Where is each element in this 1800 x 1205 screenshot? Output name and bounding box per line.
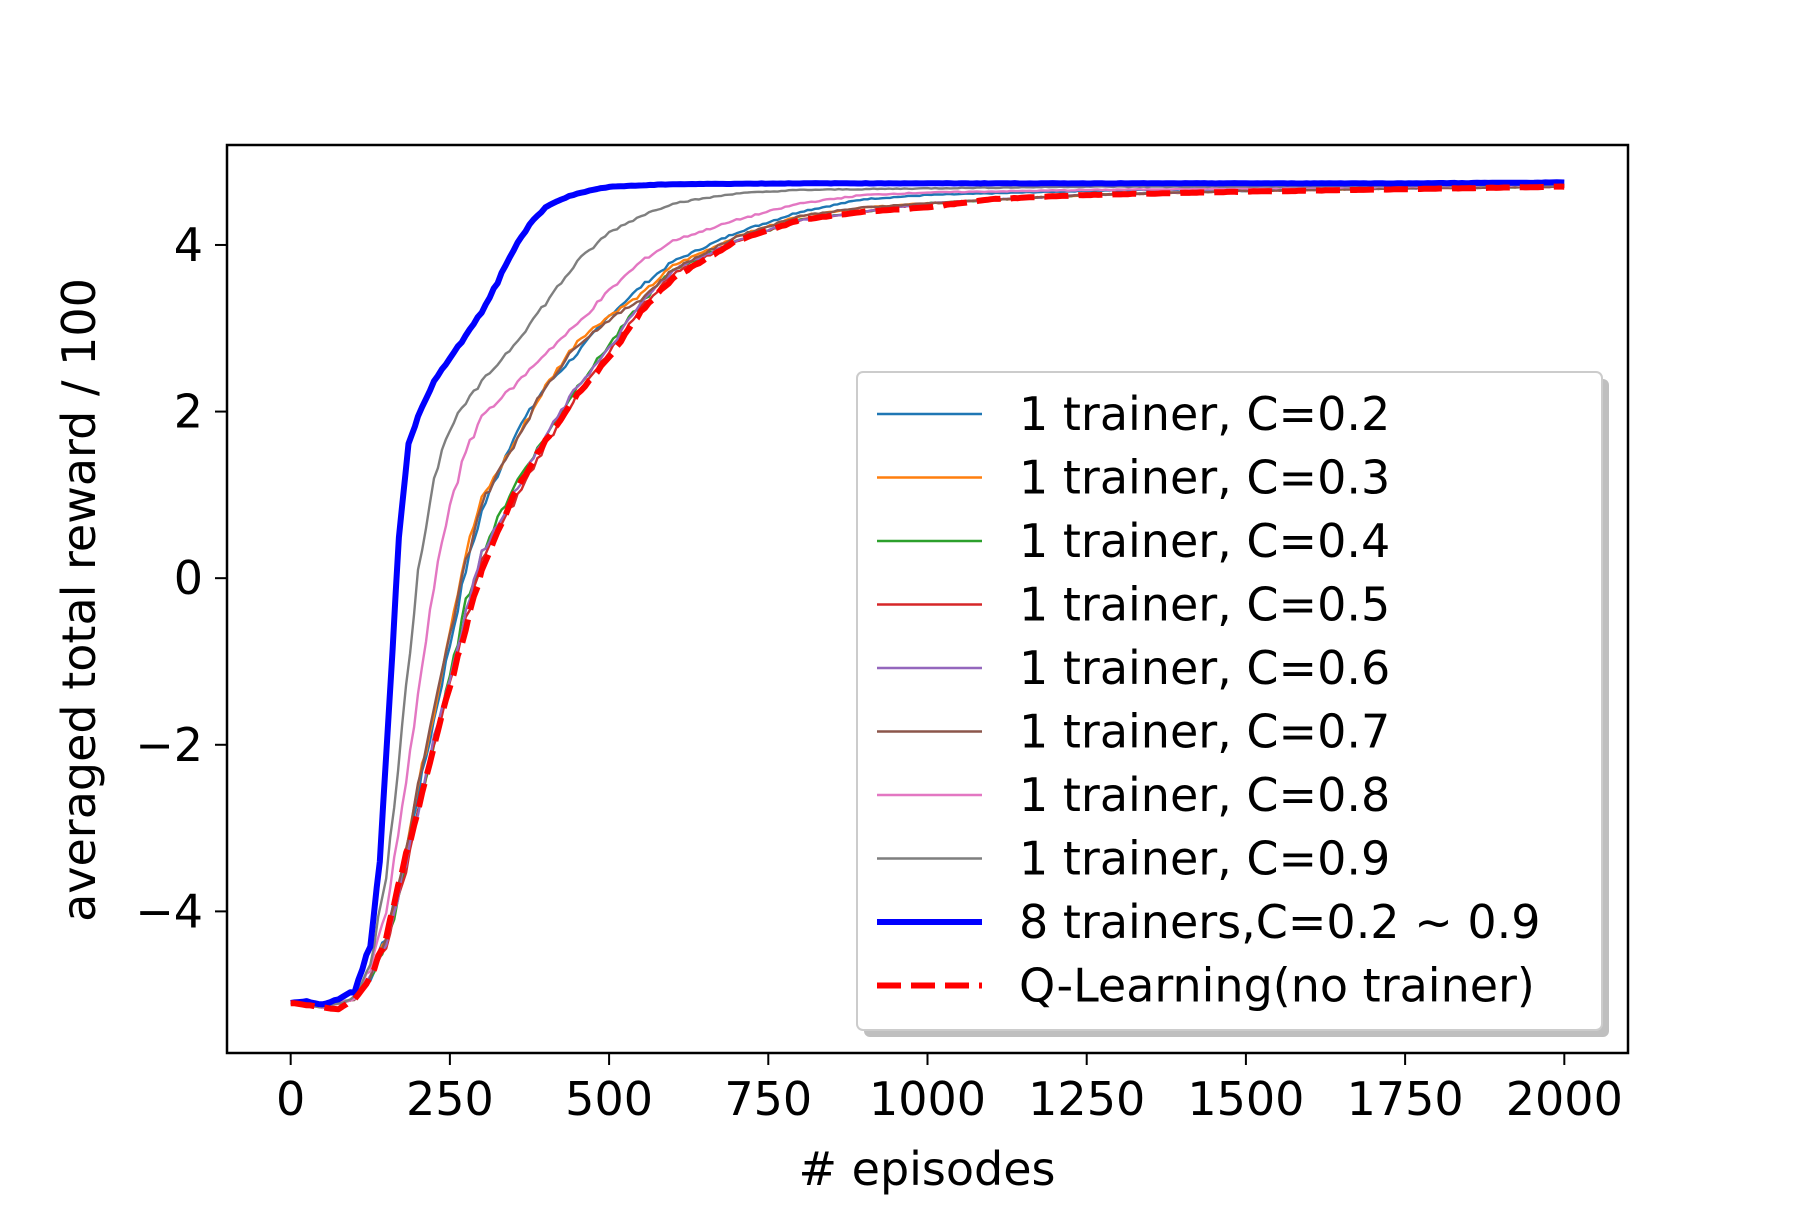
legend-label: 1 trainer, C=0.7 <box>1019 705 1390 759</box>
x-axis-label: # episodes <box>798 1142 1055 1196</box>
x-tick-label: 1500 <box>1187 1072 1304 1126</box>
legend-label: 1 trainer, C=0.3 <box>1019 451 1390 505</box>
legend-label: 1 trainer, C=0.8 <box>1019 768 1390 822</box>
x-tick-label: 750 <box>724 1072 812 1126</box>
legend-label: 1 trainer, C=0.9 <box>1019 832 1390 886</box>
y-tick-label: 4 <box>174 218 203 272</box>
legend-label: Q-Learning(no trainer) <box>1019 959 1535 1013</box>
legend-label: 1 trainer, C=0.4 <box>1019 514 1390 568</box>
x-tick-label: 0 <box>276 1072 305 1126</box>
x-tick-label: 1250 <box>1028 1072 1145 1126</box>
x-tick-label: 250 <box>406 1072 494 1126</box>
x-tick-label: 500 <box>565 1072 653 1126</box>
x-tick-label: 1750 <box>1347 1072 1464 1126</box>
y-tick-label: −2 <box>135 718 203 772</box>
y-tick-label: 0 <box>174 551 203 605</box>
x-tick-label: 1000 <box>869 1072 986 1126</box>
legend-label: 1 trainer, C=0.6 <box>1019 641 1390 695</box>
legend-label: 1 trainer, C=0.5 <box>1019 578 1390 632</box>
y-tick-label: −4 <box>135 884 203 938</box>
series-line-9 <box>290 179 1565 1008</box>
series-line-10 <box>290 183 1565 1013</box>
x-tick-label: 2000 <box>1506 1072 1623 1126</box>
legend-label: 8 trainers,C=0.2 ~ 0.9 <box>1019 895 1541 949</box>
y-tick-label: 2 <box>174 385 203 439</box>
y-axis-label: averaged total reward / 100 <box>52 278 106 922</box>
legend-box <box>856 371 1603 1031</box>
legend-label: 1 trainer, C=0.2 <box>1019 387 1390 441</box>
